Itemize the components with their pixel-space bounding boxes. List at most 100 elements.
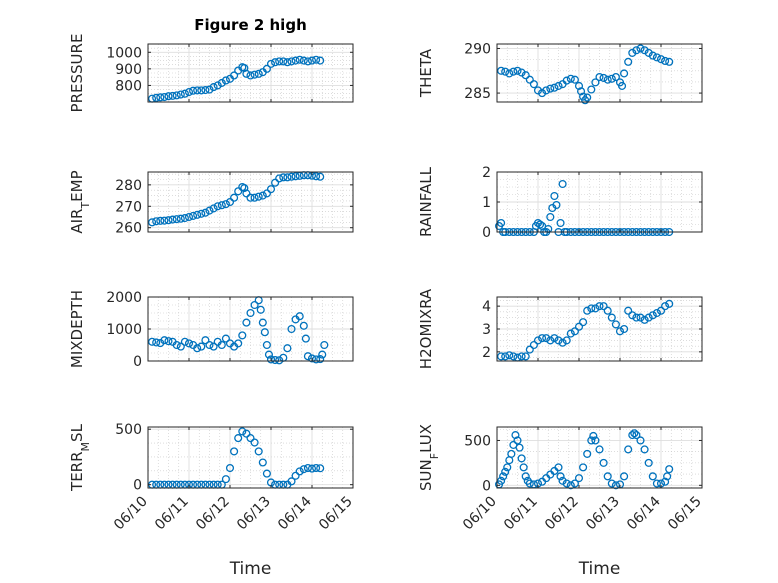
data-point xyxy=(533,336,543,345)
data-point xyxy=(250,70,259,79)
data-point xyxy=(320,340,329,350)
data-point xyxy=(189,86,198,95)
data-point xyxy=(260,328,269,337)
data-point xyxy=(238,331,247,340)
data-point xyxy=(295,55,304,64)
data-point xyxy=(250,193,259,202)
data-point xyxy=(599,73,608,82)
data-point xyxy=(587,304,596,313)
data-point xyxy=(497,476,506,485)
data-point xyxy=(160,216,169,225)
data-point xyxy=(193,344,202,353)
data-point xyxy=(517,352,526,361)
data-point xyxy=(632,46,641,55)
data-point xyxy=(591,78,600,87)
data-point xyxy=(283,344,292,353)
data-point xyxy=(517,454,526,463)
data-point xyxy=(184,88,194,97)
data-point xyxy=(291,172,300,181)
data-point xyxy=(579,463,588,472)
data-point xyxy=(180,214,189,223)
data-point xyxy=(535,220,545,229)
data-point xyxy=(636,436,645,445)
data-point xyxy=(307,464,317,473)
data-point xyxy=(652,53,661,62)
data-point xyxy=(583,93,592,102)
data-point xyxy=(505,351,514,360)
series-markers xyxy=(148,171,325,227)
data-point xyxy=(566,481,575,490)
y-tick-label: 0 xyxy=(482,478,491,494)
y-axis-label: THETA xyxy=(417,48,435,98)
data-point xyxy=(230,193,239,202)
y-tick-label: 2000 xyxy=(106,290,142,306)
data-point xyxy=(271,178,280,187)
data-point xyxy=(160,336,169,345)
data-point xyxy=(164,216,173,225)
y-tick-label: 2 xyxy=(482,165,491,181)
y-tick-label: 2 xyxy=(482,345,491,361)
data-point xyxy=(624,445,633,454)
data-point xyxy=(558,338,567,347)
y-axis-label: H2OMIXRA xyxy=(417,288,435,369)
data-point xyxy=(295,312,304,321)
data-point xyxy=(201,336,210,345)
y-axis-label: PRESSURE xyxy=(68,34,86,113)
data-point xyxy=(542,86,551,95)
data-point xyxy=(156,93,165,102)
data-point xyxy=(566,329,575,338)
data-point xyxy=(266,355,276,364)
data-point xyxy=(213,202,222,211)
data-point xyxy=(591,304,600,313)
data-point xyxy=(611,72,620,82)
data-point xyxy=(652,479,661,488)
subplot-rainfall: 0 1 2 RAINFALL xyxy=(417,165,703,241)
data-point xyxy=(562,336,571,345)
data-point xyxy=(221,200,230,209)
data-point xyxy=(515,443,524,452)
data-point xyxy=(562,479,571,488)
data-point xyxy=(217,340,226,350)
data-point xyxy=(599,458,608,467)
data-point xyxy=(238,427,247,436)
y-tick-label: 1000 xyxy=(106,322,142,338)
data-point xyxy=(225,463,235,473)
data-point xyxy=(607,479,616,488)
data-point xyxy=(172,215,181,224)
data-point xyxy=(254,192,263,201)
data-point xyxy=(283,173,292,182)
y-tick-label: 0 xyxy=(482,225,491,241)
data-point xyxy=(316,355,325,364)
y-axis-label: SUNFLUX xyxy=(417,424,441,491)
y-tick-label: 1000 xyxy=(106,45,142,61)
data-point xyxy=(513,436,522,445)
axes-box xyxy=(147,426,354,489)
data-point xyxy=(184,212,194,222)
data-point xyxy=(509,67,518,76)
data-point xyxy=(291,471,300,480)
data-point xyxy=(607,313,616,322)
data-point xyxy=(299,56,308,65)
data-point xyxy=(558,179,567,189)
data-point xyxy=(648,51,657,60)
data-point xyxy=(266,59,276,68)
data-point xyxy=(246,71,255,80)
data-point xyxy=(307,354,317,363)
data-point xyxy=(595,302,604,311)
data-point xyxy=(312,172,321,181)
data-point xyxy=(574,322,584,331)
data-point xyxy=(620,472,629,481)
data-point xyxy=(576,87,586,96)
data-point xyxy=(172,91,181,100)
data-point xyxy=(550,191,559,201)
data-point xyxy=(242,429,251,438)
data-point xyxy=(250,438,259,447)
series-markers xyxy=(148,55,325,103)
data-point xyxy=(501,467,510,476)
axes-box xyxy=(496,43,703,103)
data-point xyxy=(538,334,547,343)
y-tick-label: 500 xyxy=(464,433,491,449)
data-point xyxy=(156,216,165,225)
data-point xyxy=(152,217,161,226)
data-point xyxy=(542,334,551,343)
